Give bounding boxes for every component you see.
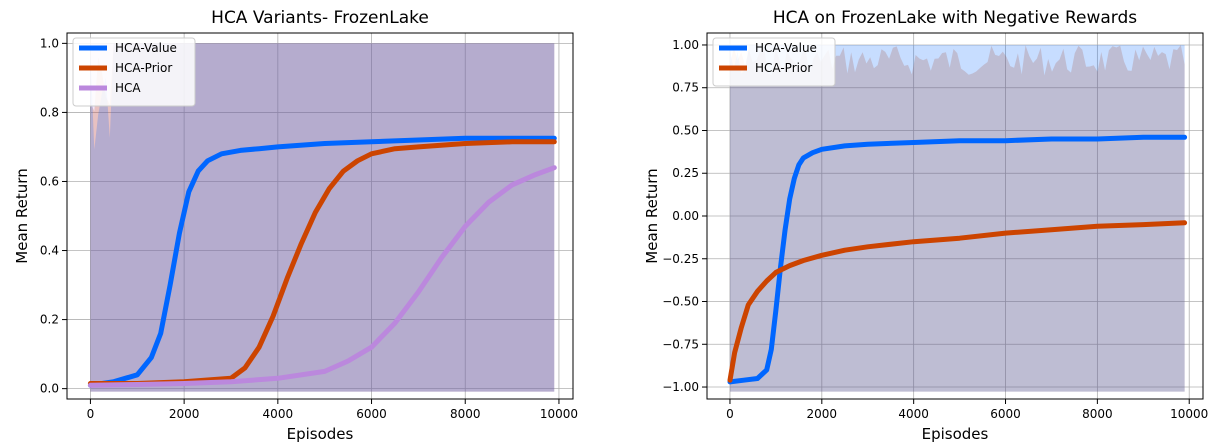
legend: HCA-Value HCA-Prior HCA <box>72 37 196 107</box>
legend-entry: HCA <box>115 81 141 95</box>
y-tick-label: 1.00 <box>672 38 699 52</box>
legend-entry: HCA-Value <box>115 41 177 55</box>
y-tick-label: −0.50 <box>662 295 699 309</box>
series-line-hca-prior <box>87 139 557 386</box>
variance-band <box>90 43 555 392</box>
series-line-hca <box>87 165 557 388</box>
legend-entry: HCA-Prior <box>115 61 172 75</box>
chart-title: HCA Variants- FrozenLake <box>211 8 429 28</box>
x-tick-label: 10000 <box>540 407 578 421</box>
y-tick-label: 0.8 <box>40 105 59 119</box>
plot-area <box>727 45 1188 392</box>
x-tick-label: 0 <box>87 407 95 421</box>
x-tick-label: 0 <box>726 407 734 421</box>
series-line-hca-value <box>87 135 557 388</box>
chart-title: HCA on FrozenLake with Negative Rewards <box>773 8 1137 28</box>
axes-frame <box>66 32 574 400</box>
y-tick-label: 0.25 <box>672 166 699 180</box>
chart-2: 0 2000 4000 6000 8000 10000 −1.00 −0.75 −0.50 −0.… <box>643 8 1208 443</box>
y-tick-label: 0.2 <box>40 313 59 327</box>
legend: HCA-Value HCA-Prior <box>712 37 836 87</box>
variance-band <box>729 45 1185 392</box>
chart-1: 0 2000 4000 6000 8000 10000 0.0 0.2 0.4 0.6 0.8 1.0… <box>13 8 578 443</box>
y-tick-label: −1.00 <box>662 380 699 394</box>
x-axis-label: Episodes <box>287 425 354 443</box>
x-axis-label: Episodes <box>922 425 989 443</box>
y-tick-label: 0.4 <box>40 244 59 258</box>
series-line-hca-prior <box>727 220 1188 383</box>
x-tick-label: 10000 <box>1170 407 1208 421</box>
x-tick-label: 2000 <box>169 407 200 421</box>
x-tick-label: 8000 <box>450 407 481 421</box>
y-tick-label: 1.0 <box>40 36 59 50</box>
x-tick-label: 6000 <box>356 407 387 421</box>
x-tick-label: 4000 <box>263 407 294 421</box>
variance-band <box>90 43 555 392</box>
x-tick-label: 4000 <box>898 407 929 421</box>
y-axis-label: Mean Return <box>643 168 661 263</box>
legend-entry: HCA-Prior <box>755 61 812 75</box>
y-tick-label: −0.75 <box>662 337 699 351</box>
y-tick-label: 0.0 <box>40 382 59 396</box>
y-axis-label: Mean Return <box>13 168 31 263</box>
legend-entry: HCA-Value <box>755 41 817 55</box>
variance-band <box>90 43 555 392</box>
x-tick-label: 8000 <box>1082 407 1113 421</box>
y-tick-label: 0.6 <box>40 174 59 188</box>
y-tick-label: 0.75 <box>672 81 699 95</box>
x-tick-label: 6000 <box>990 407 1021 421</box>
y-tick-label: −0.25 <box>662 252 699 266</box>
series-line-hca-value <box>727 134 1188 385</box>
y-tick-label: 0.00 <box>672 209 699 223</box>
plot-area <box>87 43 557 392</box>
x-tick-label: 2000 <box>807 407 838 421</box>
variance-band <box>729 45 1185 392</box>
y-tick-label: 0.50 <box>672 123 699 137</box>
